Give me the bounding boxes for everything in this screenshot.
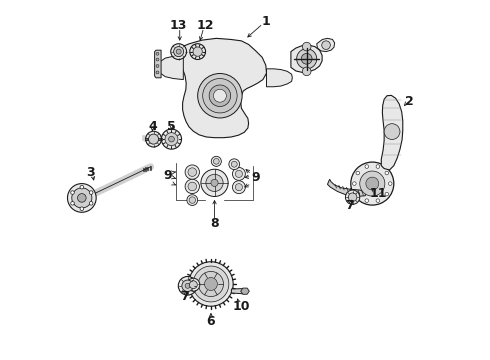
- Circle shape: [365, 165, 368, 168]
- Circle shape: [229, 159, 240, 170]
- Text: 9: 9: [164, 169, 172, 182]
- Circle shape: [209, 85, 231, 107]
- Circle shape: [206, 174, 223, 192]
- Circle shape: [301, 53, 312, 64]
- Circle shape: [235, 170, 243, 177]
- Circle shape: [365, 199, 368, 202]
- Circle shape: [389, 182, 392, 185]
- Circle shape: [156, 64, 159, 67]
- Text: 8: 8: [210, 216, 219, 230]
- Text: 7: 7: [345, 199, 354, 212]
- Text: 3: 3: [86, 166, 95, 179]
- Circle shape: [353, 182, 356, 185]
- Circle shape: [187, 278, 200, 291]
- Circle shape: [185, 283, 190, 288]
- Text: 10: 10: [233, 300, 250, 313]
- Circle shape: [198, 271, 223, 297]
- Polygon shape: [231, 289, 245, 294]
- Circle shape: [232, 181, 245, 194]
- Polygon shape: [317, 39, 335, 51]
- Circle shape: [348, 193, 357, 202]
- Circle shape: [211, 179, 218, 186]
- Polygon shape: [159, 55, 183, 80]
- Polygon shape: [291, 45, 322, 72]
- Text: 12: 12: [197, 19, 214, 32]
- Circle shape: [366, 177, 379, 190]
- Circle shape: [156, 58, 159, 61]
- Circle shape: [384, 124, 400, 139]
- Circle shape: [296, 49, 317, 69]
- Circle shape: [77, 194, 86, 202]
- Text: 4: 4: [148, 121, 157, 134]
- Circle shape: [190, 44, 205, 59]
- Circle shape: [185, 165, 199, 179]
- Polygon shape: [381, 95, 403, 170]
- Circle shape: [176, 49, 181, 54]
- Circle shape: [214, 89, 226, 102]
- Circle shape: [178, 276, 197, 295]
- Circle shape: [376, 165, 380, 168]
- Circle shape: [351, 162, 394, 205]
- Circle shape: [169, 136, 174, 142]
- Circle shape: [302, 42, 311, 51]
- Polygon shape: [179, 39, 267, 138]
- Circle shape: [345, 190, 360, 204]
- Circle shape: [156, 71, 159, 74]
- Circle shape: [322, 41, 330, 49]
- Circle shape: [68, 184, 96, 212]
- Circle shape: [188, 168, 196, 176]
- Circle shape: [89, 202, 93, 205]
- Circle shape: [203, 78, 237, 113]
- Circle shape: [188, 182, 196, 191]
- Circle shape: [71, 191, 74, 194]
- Circle shape: [211, 156, 221, 166]
- Circle shape: [80, 185, 84, 189]
- Circle shape: [356, 171, 360, 175]
- Polygon shape: [327, 179, 366, 196]
- Circle shape: [190, 281, 197, 289]
- Circle shape: [193, 47, 202, 56]
- Circle shape: [71, 202, 74, 205]
- Circle shape: [148, 134, 159, 144]
- Circle shape: [171, 44, 187, 59]
- Circle shape: [193, 266, 229, 302]
- Text: 9: 9: [251, 171, 260, 184]
- Polygon shape: [241, 288, 249, 294]
- Polygon shape: [155, 50, 161, 78]
- Circle shape: [197, 73, 242, 118]
- Text: 6: 6: [207, 315, 215, 328]
- Circle shape: [235, 184, 243, 191]
- Circle shape: [231, 161, 237, 167]
- Circle shape: [72, 188, 92, 208]
- Polygon shape: [267, 69, 293, 87]
- Circle shape: [189, 262, 233, 306]
- Circle shape: [146, 131, 161, 147]
- Circle shape: [204, 278, 218, 291]
- Text: 5: 5: [167, 120, 176, 133]
- Text: 7: 7: [180, 290, 189, 303]
- Circle shape: [232, 167, 245, 180]
- Circle shape: [189, 197, 196, 203]
- Circle shape: [173, 46, 184, 57]
- Circle shape: [89, 191, 93, 194]
- Circle shape: [201, 169, 228, 197]
- Text: 11: 11: [369, 187, 387, 200]
- Circle shape: [161, 129, 181, 149]
- Circle shape: [214, 158, 219, 164]
- Circle shape: [187, 195, 197, 206]
- Text: 1: 1: [262, 15, 270, 28]
- Text: 13: 13: [170, 19, 187, 32]
- Circle shape: [80, 207, 84, 211]
- Circle shape: [385, 192, 389, 196]
- Circle shape: [360, 171, 385, 196]
- Circle shape: [165, 133, 178, 145]
- Circle shape: [182, 280, 194, 292]
- Circle shape: [156, 52, 159, 55]
- Text: 2: 2: [405, 95, 414, 108]
- Circle shape: [185, 179, 199, 194]
- Circle shape: [302, 67, 311, 76]
- Circle shape: [385, 171, 389, 175]
- Circle shape: [356, 192, 360, 196]
- Circle shape: [376, 199, 380, 202]
